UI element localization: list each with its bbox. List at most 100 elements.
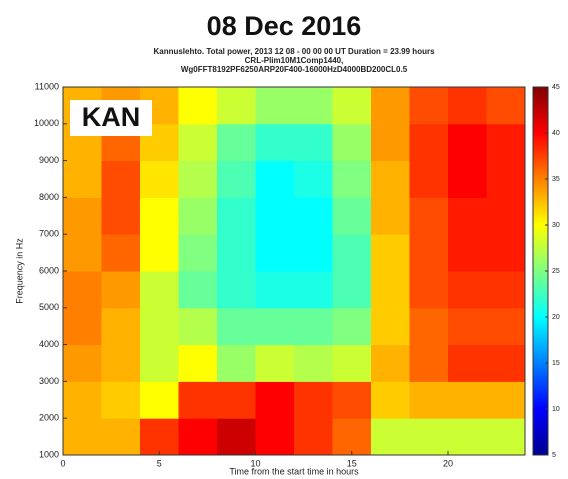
heat-cell	[332, 271, 372, 309]
x-tick-label: 20	[443, 458, 453, 468]
heat-cell	[101, 271, 141, 309]
heat-cell	[255, 234, 295, 272]
heat-cell	[140, 381, 179, 419]
heat-cell	[409, 197, 449, 235]
heat-cell	[255, 123, 295, 162]
heat-cell	[63, 160, 102, 198]
heat-cell	[178, 123, 218, 162]
heat-cell	[255, 271, 295, 309]
x-tick-label: 15	[347, 458, 357, 468]
heat-cell	[486, 87, 526, 125]
heat-cell	[140, 344, 179, 382]
heat-cell	[178, 271, 218, 309]
y-tick-label: 5000	[39, 302, 59, 312]
heat-cell	[217, 87, 256, 125]
heat-cell	[294, 307, 333, 346]
x-tick-label: 5	[157, 458, 162, 468]
heat-cell	[448, 307, 487, 346]
heat-cell	[486, 344, 526, 382]
colorbar-tick-label: 5	[552, 452, 556, 459]
heat-cell	[178, 381, 218, 419]
heat-cell	[217, 271, 256, 309]
heat-cell	[332, 87, 372, 125]
heat-cell	[409, 160, 449, 198]
heat-cell	[294, 87, 333, 125]
heat-cell	[140, 271, 179, 309]
heat-cell	[101, 234, 141, 272]
x-axis-label: Time from the start time in hours	[229, 466, 359, 476]
heat-cell	[178, 160, 218, 198]
heat-cell	[448, 234, 487, 272]
heat-cell	[101, 160, 141, 198]
heat-cell	[332, 160, 372, 198]
heat-cell	[371, 418, 410, 456]
colorbar-tick-label: 35	[552, 176, 560, 183]
heat-cell	[448, 418, 487, 456]
heat-cell	[448, 197, 487, 235]
y-tick-label: 9000	[39, 155, 59, 165]
heat-cell	[448, 271, 487, 309]
y-tick-label: 1000	[39, 449, 59, 459]
heat-cell	[294, 344, 333, 382]
heat-cell	[486, 271, 526, 309]
heat-cell	[371, 271, 410, 309]
heat-cell	[294, 381, 333, 419]
heat-cell	[217, 197, 256, 235]
heat-cell	[217, 344, 256, 382]
heat-cell	[63, 344, 102, 382]
heat-cell	[371, 160, 410, 198]
heat-cell	[294, 123, 333, 162]
heat-cell	[255, 418, 295, 456]
heat-cell	[371, 234, 410, 272]
heat-cell	[371, 344, 410, 382]
colorbar-tick-label: 10	[552, 406, 560, 413]
heat-cell	[255, 87, 295, 125]
heat-cell	[63, 197, 102, 235]
heat-cell	[409, 87, 449, 125]
heat-cell	[101, 344, 141, 382]
colorbar-tick-label: 30	[552, 222, 560, 229]
heat-cell	[409, 307, 449, 346]
heat-cell	[101, 197, 141, 235]
heatmap	[63, 87, 526, 456]
heat-cell	[294, 234, 333, 272]
heat-cell	[409, 344, 449, 382]
heat-cell	[217, 418, 256, 456]
heat-cell	[448, 344, 487, 382]
heat-cell	[101, 381, 141, 419]
y-tick-label: 4000	[39, 339, 59, 349]
heat-cell	[63, 234, 102, 272]
heat-cell	[332, 307, 372, 346]
subtitle: Wg0FFT8192PF6250ARP20F400-16000HzD4000BD…	[181, 65, 408, 74]
heat-cell	[371, 87, 410, 125]
heat-cell	[140, 418, 179, 456]
heat-cell	[140, 307, 179, 346]
heat-cell	[178, 418, 218, 456]
heat-cell	[486, 381, 526, 419]
heat-cell	[63, 381, 102, 419]
heat-cell	[332, 418, 372, 456]
heat-cell	[101, 418, 141, 456]
heat-cell	[294, 197, 333, 235]
heat-cell	[178, 234, 218, 272]
heat-cell	[217, 307, 256, 346]
colorbar-tick-label: 45	[552, 84, 560, 91]
heat-cell	[63, 271, 102, 309]
heat-cell	[217, 381, 256, 419]
heat-cell	[294, 271, 333, 309]
heat-cell	[101, 307, 141, 346]
colorbar-tick-label: 40	[552, 130, 560, 137]
heat-cell	[294, 418, 333, 456]
heat-cell	[217, 123, 256, 162]
heat-cell	[448, 160, 487, 198]
heat-cell	[371, 197, 410, 235]
heat-cell	[486, 307, 526, 346]
subtitle: CRL-Plim10M1Comp1440,	[245, 56, 344, 65]
heat-cell	[409, 381, 449, 419]
colorbar-tick-label: 15	[552, 360, 560, 367]
colorbar-tick-label: 25	[552, 268, 560, 275]
heat-cell	[486, 197, 526, 235]
heat-cell	[63, 307, 102, 346]
heat-cell	[217, 160, 256, 198]
